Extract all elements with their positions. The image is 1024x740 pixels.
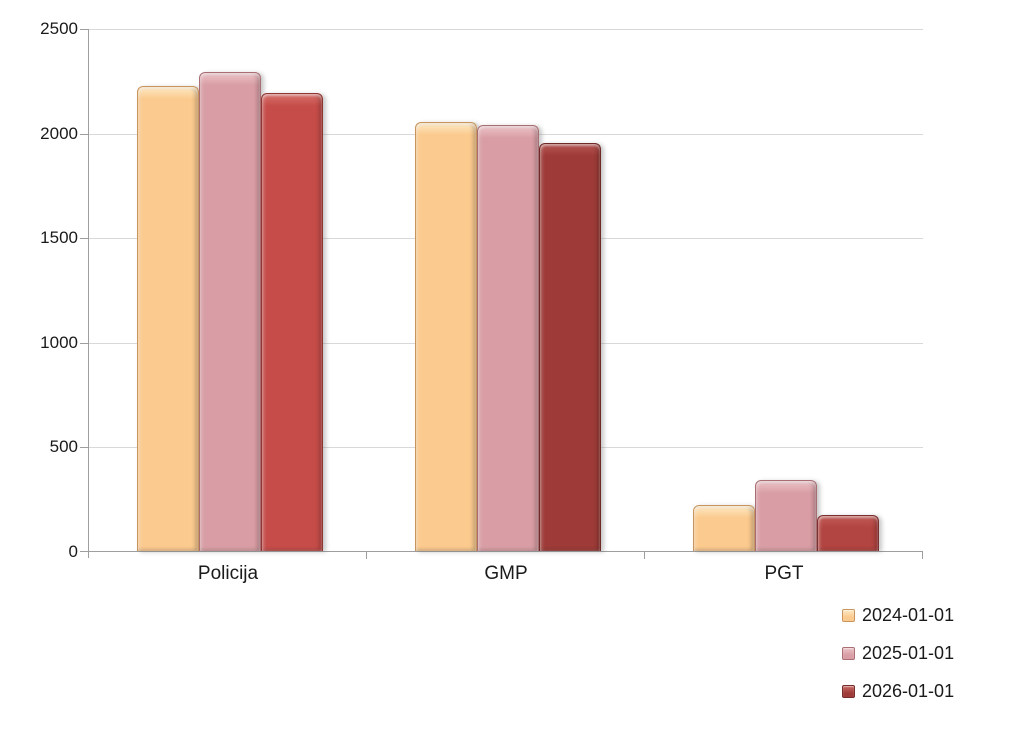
bar-pgt-2024-01-01 bbox=[693, 504, 755, 551]
y-axis-tick bbox=[80, 342, 88, 344]
bar-policija-2026-01-01 bbox=[261, 92, 323, 551]
x-axis-tick bbox=[366, 552, 367, 559]
y-tick-label: 2500 bbox=[40, 19, 78, 38]
y-tick-label: 500 bbox=[49, 437, 78, 457]
plot-area bbox=[80, 29, 923, 559]
y-axis-tick bbox=[80, 238, 88, 240]
legend-label: 2026-01-01 bbox=[862, 681, 955, 701]
y-axis-labels: 0 500 1000 1500 2000 2500 bbox=[0, 20, 78, 561]
bar-policija-2024-01-01 bbox=[137, 85, 199, 551]
y-tick-label: 0 bbox=[68, 542, 78, 561]
legend-item: 2024-01-01 bbox=[842, 603, 954, 627]
y-axis-tick bbox=[80, 551, 88, 552]
legend: 2024-01-01 2025-01-01 2026-01-01 bbox=[842, 603, 954, 717]
legend-item: 2026-01-01 bbox=[842, 679, 954, 703]
x-axis-line bbox=[89, 551, 923, 552]
bar-gmp-2026-01-01 bbox=[539, 143, 601, 551]
legend-label: 2024-01-01 bbox=[862, 605, 955, 625]
category-label-gmp: GMP bbox=[484, 563, 528, 584]
bar-policija-2025-01-01 bbox=[199, 71, 261, 551]
y-axis-tick bbox=[80, 447, 88, 449]
legend-item: 2025-01-01 bbox=[842, 641, 954, 665]
x-axis-tick bbox=[644, 552, 645, 559]
gridline bbox=[89, 29, 923, 30]
y-tick-label: 1000 bbox=[40, 332, 78, 352]
y-tick-label: 2000 bbox=[40, 123, 78, 143]
bar-pgt-2025-01-01 bbox=[755, 479, 817, 551]
legend-swatch-icon bbox=[842, 684, 855, 698]
legend-swatch-icon bbox=[842, 608, 855, 622]
bar-pgt-2026-01-01 bbox=[817, 515, 879, 551]
y-axis-tick bbox=[80, 29, 88, 30]
category-label-pgt: PGT bbox=[764, 563, 804, 584]
legend-swatch-icon bbox=[842, 646, 855, 660]
x-axis-tick bbox=[922, 552, 923, 559]
legend-label: 2025-01-01 bbox=[862, 643, 955, 663]
y-axis-line bbox=[88, 29, 89, 558]
bar-gmp-2024-01-01 bbox=[415, 122, 477, 551]
y-tick-label: 1500 bbox=[40, 228, 78, 248]
category-label-policija: Policija bbox=[197, 563, 259, 584]
y-axis-tick bbox=[80, 133, 88, 135]
bar-gmp-2025-01-01 bbox=[477, 125, 539, 551]
